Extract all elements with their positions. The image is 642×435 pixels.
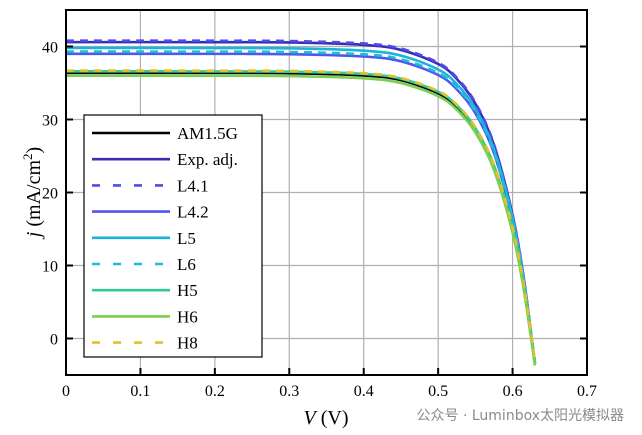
legend-label: L5 [177, 229, 196, 248]
y-tick-label: 30 [42, 113, 58, 130]
legend-label: H5 [177, 281, 198, 300]
x-tick-label: 0.2 [205, 383, 225, 400]
y-tick-label: 20 [42, 186, 58, 203]
series-lines [65, 39, 537, 366]
ticks: 0 0.1 0.2 0.3 0.4 0.5 0.6 0.7 0 10 20 30 40 [42, 40, 597, 401]
legend-label: L4.2 [177, 203, 209, 222]
x-tick-label: 0.7 [577, 383, 597, 400]
x-tick-label: 0.4 [354, 383, 374, 400]
x-tick-label: 0.3 [279, 383, 299, 400]
legend-label: H6 [177, 307, 198, 326]
y-tick-label: 10 [42, 259, 58, 276]
y-axis-label: j (mA/cm2) [20, 147, 45, 240]
legend-label: L4.1 [177, 176, 209, 195]
legend-label: AM1.5G [177, 124, 238, 143]
x-tick-label: 0.1 [130, 383, 150, 400]
y-tick-label: 0 [50, 332, 58, 349]
x-axis-label: V (V) [304, 407, 349, 429]
legend-label: L6 [177, 255, 196, 274]
legend: AM1.5G Exp. adj. L4.1 L4.2 L5 L6 H5 H6 H8 [83, 114, 263, 358]
legend-label: H8 [177, 334, 198, 353]
series-line-l5 [65, 46, 537, 365]
legend-label: Exp. adj. [177, 150, 238, 169]
x-tick-label: 0.5 [428, 383, 448, 400]
series-line-h8 [65, 69, 537, 361]
x-tick-label: 0.6 [503, 383, 523, 400]
y-tick-label: 40 [42, 40, 58, 57]
watermark: 公众号 · Luminbox太阳光模拟器 [416, 408, 624, 424]
x-tick-label: 0 [62, 383, 70, 400]
